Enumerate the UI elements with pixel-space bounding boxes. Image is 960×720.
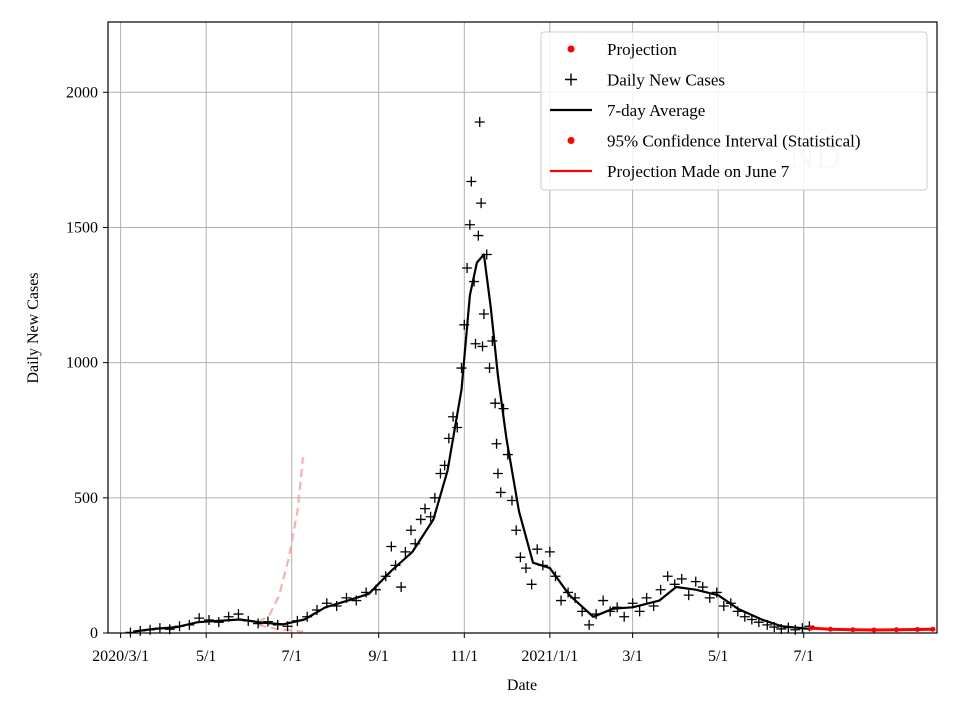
daily-cases-point <box>739 611 750 622</box>
legend-dot-marker <box>567 137 575 144</box>
daily-cases-point <box>704 592 715 603</box>
daily-cases-point <box>641 592 652 603</box>
daily-cases-point <box>262 616 273 627</box>
seven-day-average-line <box>133 253 810 633</box>
projection-point <box>930 626 936 632</box>
daily-cases-point <box>532 544 543 555</box>
series-layer <box>125 117 936 638</box>
daily-cases-point <box>203 615 214 626</box>
projection-june7-lower-line <box>257 623 304 633</box>
projection-point <box>871 627 877 633</box>
daily-cases-point <box>415 514 426 525</box>
daily-cases-point <box>233 609 244 620</box>
axis-ticks: 0 500 1000 1500 2000 2020/3/1 5/1 7/1 9/1 11/1 202… <box>66 84 814 665</box>
daily-cases-point <box>495 487 506 498</box>
legend-label: 7-day Average <box>607 101 705 120</box>
legend-dot-marker <box>567 45 575 53</box>
x-axis-label: Date <box>507 677 537 694</box>
x-tick-label: 3/1 <box>622 648 642 665</box>
daily-cases-point <box>526 579 537 590</box>
daily-cases-point <box>466 176 477 187</box>
daily-cases-point <box>400 546 411 557</box>
daily-cases-point <box>515 552 526 563</box>
x-tick-label: 5/1 <box>708 648 728 665</box>
daily-cases-point <box>405 525 416 536</box>
daily-cases-point <box>420 503 431 514</box>
legend-plus-marker <box>565 73 577 86</box>
legend-label: Daily New Cases <box>607 71 725 90</box>
daily-cases-point <box>676 573 687 584</box>
daily-cases-point <box>490 398 501 409</box>
legend-label: Projection <box>607 40 677 59</box>
daily-cases-point <box>662 571 673 582</box>
daily-cases-point <box>476 198 487 209</box>
daily-cases-point <box>718 600 729 611</box>
projection-point <box>893 627 899 633</box>
daily-cases-point <box>456 363 467 374</box>
y-tick-label: 2000 <box>66 84 98 101</box>
daily-cases-point <box>511 525 522 536</box>
daily-cases-point <box>435 468 446 479</box>
daily-cases-point <box>655 584 666 595</box>
daily-cases-point <box>491 438 502 449</box>
daily-cases-point <box>213 617 224 628</box>
daily-cases-point <box>521 563 532 574</box>
legend: Projection Daily New Cases 7-day Average 95… <box>540 31 928 191</box>
x-tick-label: 7/1 <box>794 648 814 665</box>
daily-cases-point <box>556 595 567 606</box>
daily-cases-point <box>690 576 701 587</box>
x-tick-label: 5/1 <box>196 648 216 665</box>
plot-frame <box>107 21 938 634</box>
projection-point <box>850 627 856 633</box>
daily-cases-point <box>598 595 609 606</box>
y-tick-label: 0 <box>90 625 98 642</box>
y-tick-label: 1000 <box>66 355 98 372</box>
y-tick-label: 1500 <box>66 219 98 236</box>
legend-label: 95% Confidence Interval (Statistical) <box>607 132 861 151</box>
daily-cases-point <box>464 219 475 230</box>
daily-cases-point <box>470 338 481 349</box>
daily-cases-point <box>506 495 517 506</box>
daily-cases-point <box>619 611 630 622</box>
daily-cases-point <box>396 582 407 593</box>
projection-point <box>914 626 920 632</box>
daily-cases-point <box>683 590 694 601</box>
projection-june7-line <box>257 457 304 624</box>
daily-cases-point <box>477 341 488 352</box>
daily-cases-point <box>478 308 489 319</box>
daily-cases-point <box>473 230 484 241</box>
daily-cases-point <box>584 619 595 630</box>
daily-cases-point <box>429 492 440 503</box>
daily-cases-point <box>484 363 495 374</box>
projection-point <box>827 626 833 632</box>
daily-cases-point <box>492 468 503 479</box>
y-axis-label: Daily New Cases <box>25 272 42 383</box>
legend-box <box>540 31 928 191</box>
legend-label: Projection Made on June 7 <box>607 162 790 181</box>
daily-cases-point <box>487 336 498 347</box>
daily-cases-point <box>462 263 473 274</box>
x-tick-label: 11/1 <box>450 648 478 665</box>
x-tick-label: 2021/1/1 <box>521 648 578 665</box>
projection-point <box>808 625 814 631</box>
x-tick-label: 2020/3/1 <box>92 648 149 665</box>
daily-cases-point <box>386 541 397 552</box>
daily-cases-point <box>544 546 555 557</box>
x-tick-label: 9/1 <box>368 648 388 665</box>
y-tick-label: 500 <box>74 490 98 507</box>
x-tick-label: 7/1 <box>282 648 302 665</box>
daily-cases-point <box>474 117 485 128</box>
daily-cases-point <box>634 606 645 617</box>
